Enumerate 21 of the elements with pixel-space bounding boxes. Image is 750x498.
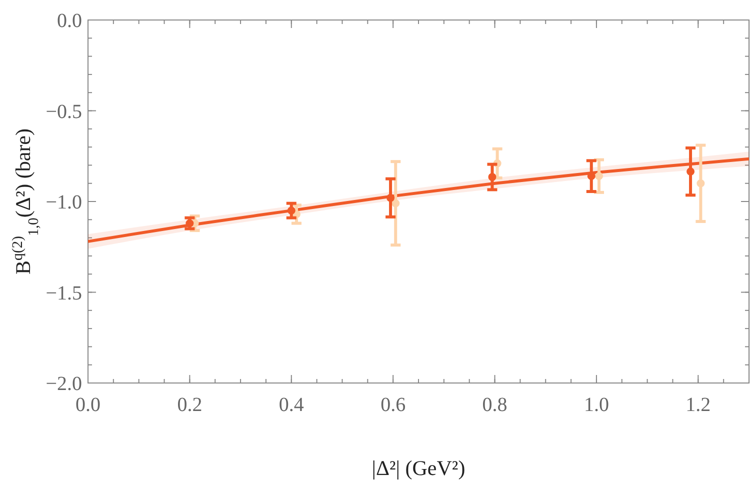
point: [186, 219, 194, 228]
x-tick-label: 0.4: [278, 394, 304, 416]
x-tick-label: 0.2: [177, 394, 202, 416]
y-tick-label: −1.0: [46, 192, 82, 214]
y-tick-label: −0.5: [46, 100, 82, 123]
x-tick-label: 1.2: [686, 394, 711, 416]
y-tick-label: −2.0: [46, 373, 82, 395]
y-tick-label: 0.0: [57, 10, 82, 32]
y-tick-label: −1.5: [46, 282, 82, 304]
point: [696, 179, 705, 188]
x-tick-label: 0.8: [482, 394, 508, 416]
point: [595, 172, 604, 180]
point: [287, 206, 296, 215]
point: [488, 172, 496, 181]
point: [386, 194, 395, 202]
x-tick-label: 1.0: [584, 394, 609, 416]
x-tick-label: 0.0: [76, 394, 100, 416]
point: [392, 199, 400, 208]
x-tick-label: 0.6: [380, 394, 406, 416]
x-axis-title: |Δ²| (GeV²): [372, 456, 466, 480]
point: [686, 168, 695, 176]
